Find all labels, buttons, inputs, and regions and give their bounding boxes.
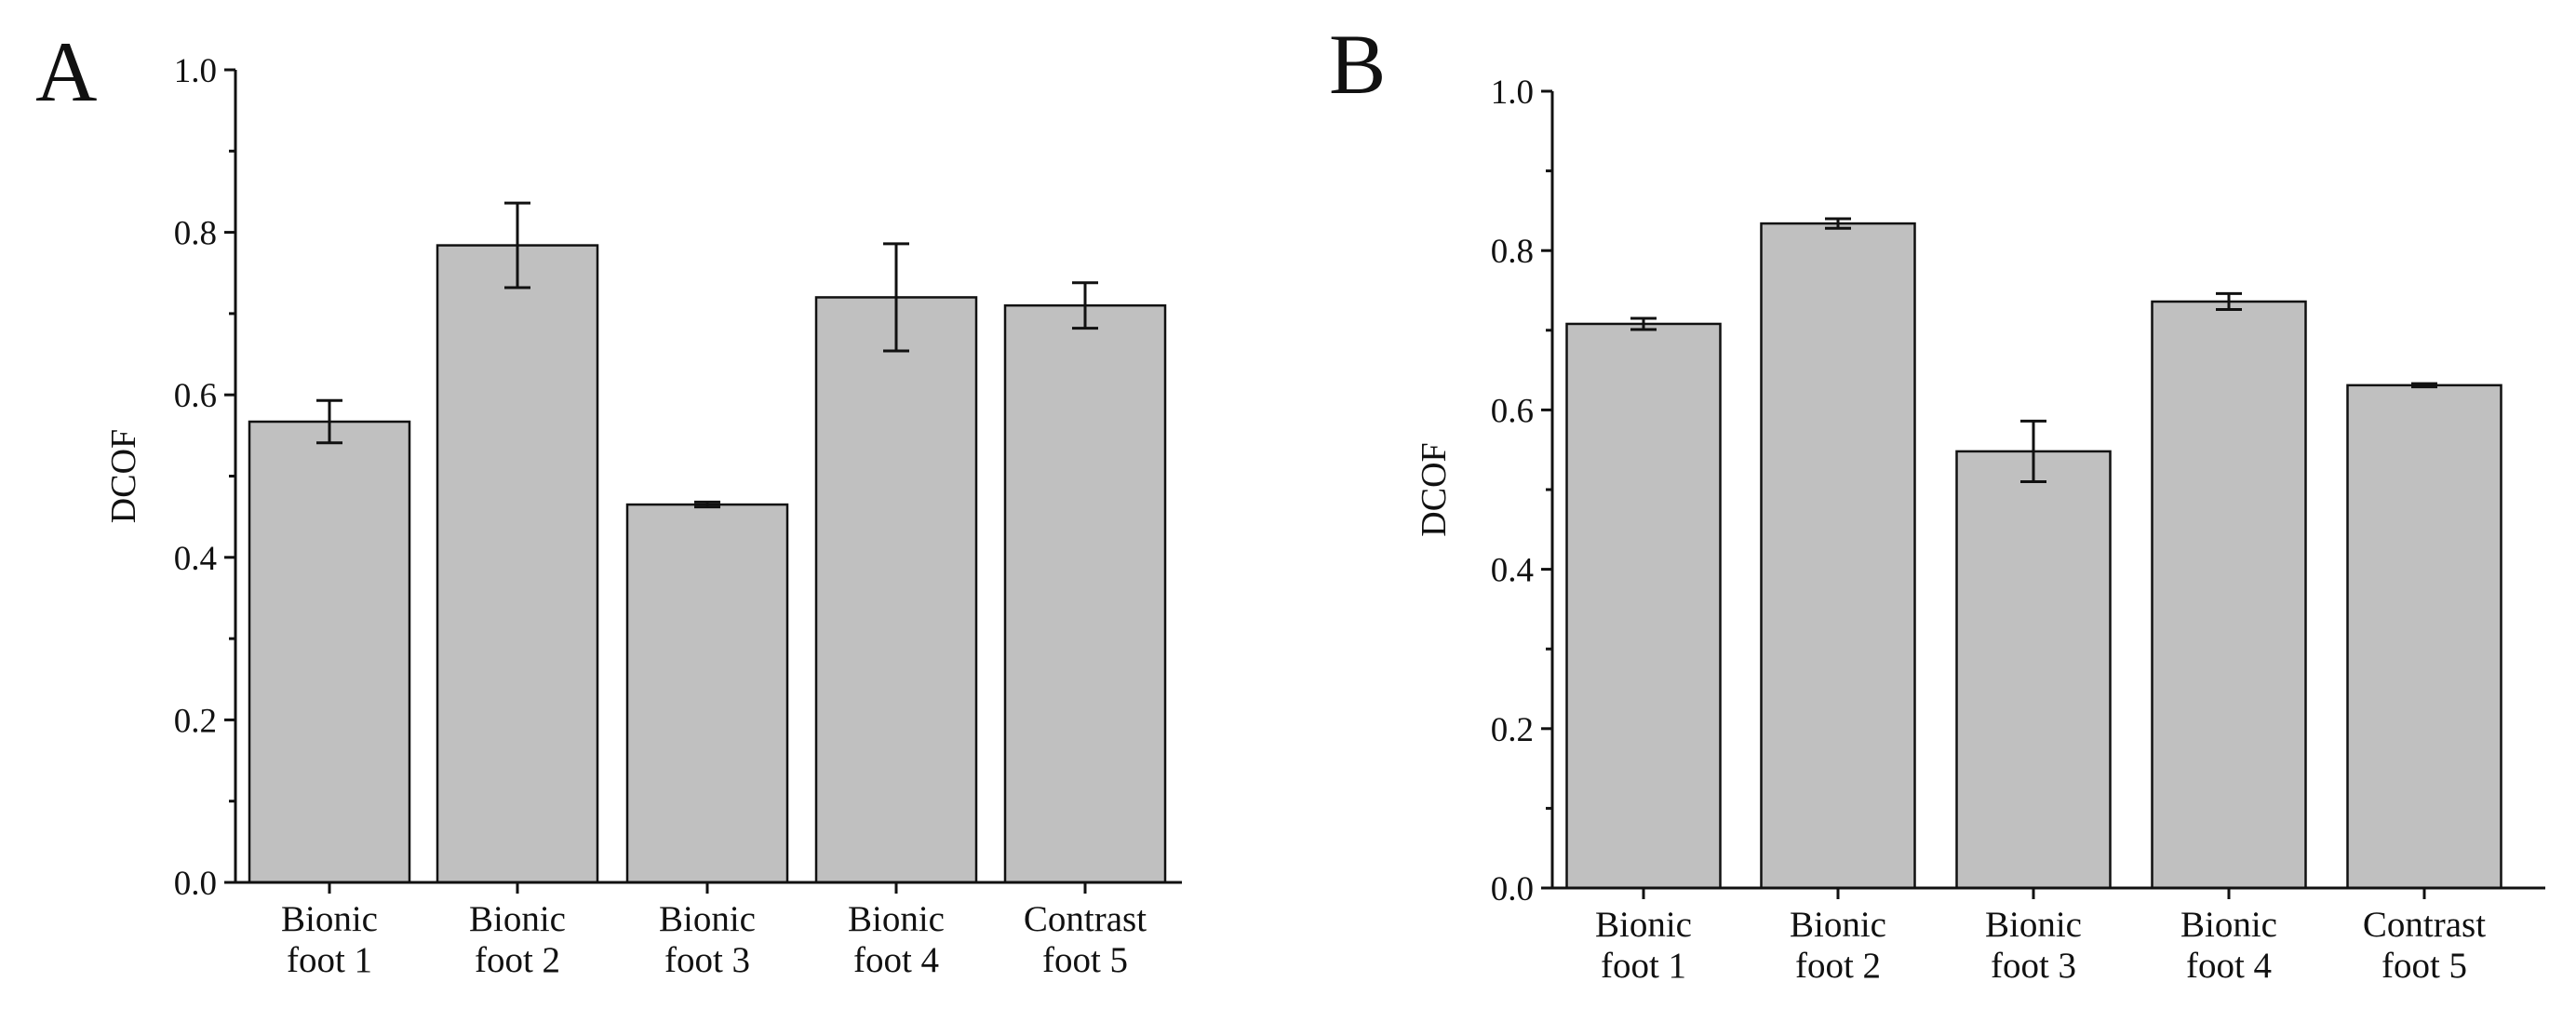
category-label-line-2: foot 3 — [664, 940, 750, 980]
error-bar-3 — [2020, 419, 2046, 483]
error-bar-2 — [1825, 217, 1851, 230]
category-label-line-1: Bionic — [1595, 905, 1692, 945]
bar-1 — [248, 420, 411, 884]
category-label-line-1: Contrast — [1024, 899, 1147, 939]
y-tick-label: 0.2 — [174, 702, 217, 740]
category-label-line-1: Bionic — [281, 899, 378, 939]
category-label-line-2: foot 2 — [475, 940, 560, 980]
category-label-line-1: Contrast — [2363, 905, 2486, 945]
y-tick-label: 0.8 — [174, 215, 217, 253]
bar-5 — [2346, 383, 2502, 890]
error-bar-4 — [2216, 291, 2242, 312]
panel-letter-a: A — [35, 24, 97, 119]
category-label-line-1: Bionic — [848, 899, 945, 939]
bar-3 — [1955, 450, 2112, 890]
category-label-line-2: foot 5 — [2381, 946, 2467, 986]
category-label-line-1: Bionic — [2180, 905, 2277, 945]
category-label-line-2: foot 2 — [1795, 946, 1881, 986]
category-label-1: Bionic foot 1 — [281, 899, 378, 980]
error-bar-1 — [316, 398, 342, 445]
category-label-line-1: Bionic — [1985, 905, 2082, 945]
category-label-line-2: foot 4 — [2186, 946, 2272, 986]
category-label-4: Bionic foot 4 — [2180, 905, 2277, 986]
category-label-1: Bionic foot 1 — [1595, 905, 1692, 986]
error-bar-5 — [2411, 382, 2437, 389]
bar-2 — [436, 244, 599, 884]
y-tick-label: 0.2 — [1491, 711, 1534, 749]
category-label-line-2: foot 4 — [853, 940, 939, 980]
category-label-5: Contrast foot 5 — [1024, 899, 1147, 980]
error-bar-2 — [504, 201, 530, 289]
category-label-line-1: Bionic — [659, 899, 756, 939]
category-label-3: Bionic foot 3 — [659, 899, 756, 980]
bar-1 — [1565, 322, 1722, 890]
category-label-line-2: foot 3 — [1991, 946, 2076, 986]
y-tick-label: 0.8 — [1491, 233, 1534, 271]
error-bar-5 — [1072, 281, 1098, 330]
bar-4 — [2151, 300, 2307, 890]
category-label-line-1: Bionic — [1790, 905, 1886, 945]
category-label-line-1: Bionic — [469, 899, 566, 939]
y-tick-label: 1.0 — [1491, 74, 1534, 112]
error-bar-4 — [883, 242, 909, 353]
y-tick-label: 0.4 — [174, 540, 217, 578]
bar-3 — [625, 503, 789, 884]
y-tick-label: 0.4 — [1491, 552, 1534, 590]
category-label-2: Bionic foot 2 — [469, 899, 566, 980]
y-tick-label: 1.0 — [174, 52, 217, 90]
bar-4 — [814, 296, 978, 884]
y-tick-label: 0.0 — [1491, 870, 1534, 908]
panel-letter-b: B — [1329, 17, 1386, 112]
bar-2 — [1760, 222, 1916, 890]
category-label-line-2: foot 5 — [1042, 940, 1128, 980]
y-axis-label: DCOF — [1415, 442, 1454, 536]
y-tick-label: 0.6 — [174, 377, 217, 415]
category-label-2: Bionic foot 2 — [1790, 905, 1886, 986]
category-label-3: Bionic foot 3 — [1985, 905, 2082, 986]
category-label-4: Bionic foot 4 — [848, 899, 945, 980]
error-bar-1 — [1630, 316, 1657, 331]
category-label-5: Contrast foot 5 — [2363, 905, 2486, 986]
bar-5 — [1003, 303, 1167, 884]
y-tick-label: 0.6 — [1491, 392, 1534, 430]
category-label-line-2: foot 1 — [287, 940, 372, 980]
y-tick-label: 0.0 — [174, 865, 217, 903]
y-axis-label: DCOF — [104, 429, 143, 523]
category-label-line-2: foot 1 — [1601, 946, 1686, 986]
error-bar-3 — [694, 500, 720, 509]
